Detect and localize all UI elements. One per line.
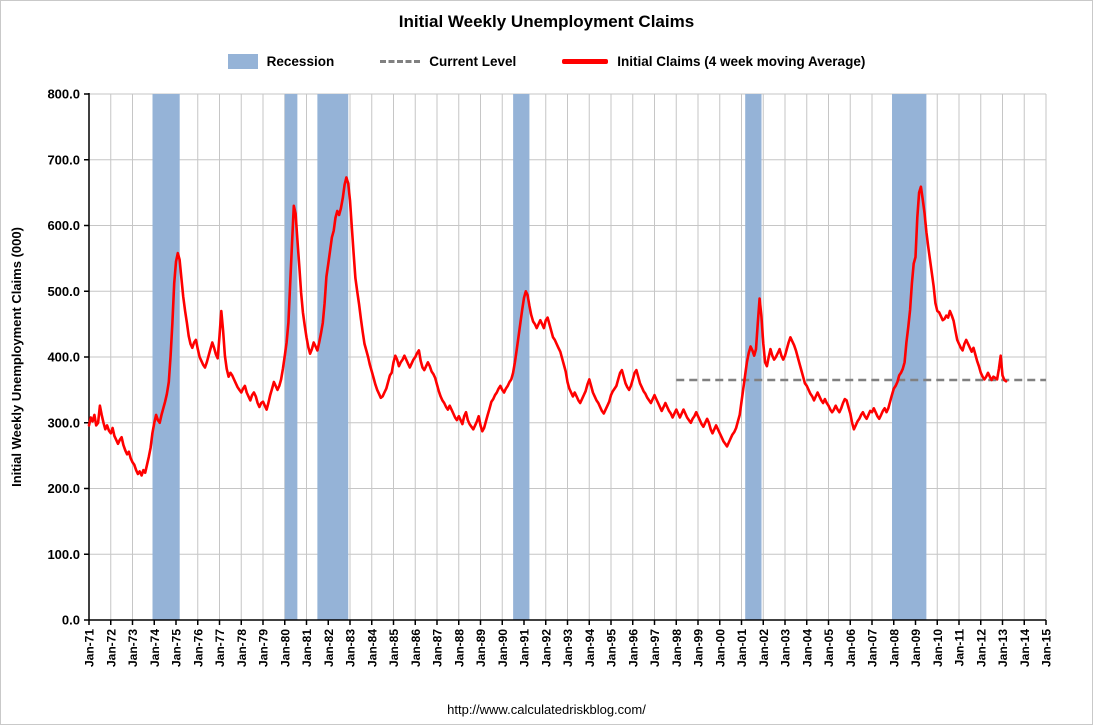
x-tick-label: Jan-15 [1040, 629, 1054, 667]
legend-item-recession: Recession [227, 54, 335, 69]
x-tick-label: Jan-95 [605, 629, 619, 667]
recession-swatch [227, 54, 258, 69]
x-tick-label: Jan-84 [365, 629, 379, 667]
x-tick-label: Jan-77 [213, 629, 227, 667]
legend-label-initial-claims: Initial Claims (4 week moving Average) [617, 54, 866, 69]
x-tick-label: Jan-85 [387, 629, 401, 667]
x-tick-label: Jan-04 [800, 629, 814, 667]
legend-label-recession: Recession [266, 54, 335, 69]
x-tick-label: Jan-73 [126, 629, 140, 667]
x-tick-label: Jan-97 [648, 629, 662, 667]
x-tick-label: Jan-09 [909, 629, 923, 667]
x-tick-label: Jan-12 [974, 629, 988, 667]
x-tick-label: Jan-01 [735, 629, 749, 667]
chart-title: Initial Weekly Unemployment Claims [398, 12, 695, 31]
legend-label-current-level: Current Level [429, 54, 517, 69]
x-tick-label: Jan-71 [83, 629, 97, 667]
legend-item-current-level: Current Level [380, 54, 516, 69]
x-tick-label: Jan-76 [191, 629, 205, 667]
x-tick-label: Jan-02 [757, 629, 771, 667]
x-tick-label: Jan-80 [278, 629, 292, 667]
x-tick-label: Jan-94 [583, 629, 597, 667]
x-tick-label: Jan-82 [322, 629, 336, 667]
x-tick-label: Jan-78 [235, 629, 249, 667]
x-tick-label: Jan-81 [300, 629, 314, 667]
y-tick-label: 400.0 [47, 350, 80, 365]
x-tick-label: Jan-75 [170, 629, 184, 667]
y-tick-label: 300.0 [47, 415, 80, 430]
initial-claims-swatch [562, 59, 609, 64]
x-tick-label: Jan-06 [844, 629, 858, 667]
current-level-swatch [380, 60, 421, 63]
x-tick-label: Jan-90 [496, 629, 510, 667]
x-tick-label: Jan-99 [692, 629, 706, 667]
x-tick-label: Jan-96 [626, 629, 640, 667]
x-tick-label: Jan-13 [996, 629, 1010, 667]
y-tick-label: 0.0 [62, 613, 80, 628]
x-tick-label: Jan-89 [474, 629, 488, 667]
x-tick-label: Jan-10 [931, 629, 945, 667]
x-tick-label: Jan-92 [539, 629, 553, 667]
x-tick-label: Jan-88 [452, 629, 466, 667]
y-tick-label: 500.0 [47, 284, 80, 299]
x-tick-label: Jan-07 [866, 629, 880, 667]
x-tick-label: Jan-93 [561, 629, 575, 667]
y-tick-label: 700.0 [47, 152, 80, 167]
x-tick-label: Jan-14 [1018, 629, 1032, 667]
x-tick-label: Jan-08 [887, 629, 901, 667]
x-tick-label: Jan-11 [953, 629, 967, 667]
y-tick-label: 800.0 [47, 87, 80, 102]
y-tick-label: 100.0 [47, 547, 80, 562]
x-tick-label: Jan-86 [409, 629, 423, 667]
x-tick-label: Jan-87 [431, 629, 445, 667]
x-tick-label: Jan-98 [670, 629, 684, 667]
x-tick-label: Jan-05 [822, 629, 836, 667]
x-tick-label: Jan-72 [104, 629, 118, 667]
x-tick-label: Jan-74 [148, 629, 162, 667]
x-tick-label: Jan-03 [779, 629, 793, 667]
legend-item-initial-claims: Initial Claims (4 week moving Average) [562, 54, 865, 69]
x-tick-label: Jan-83 [344, 629, 358, 667]
y-tick-label: 200.0 [47, 481, 80, 496]
legend: Recession Current Level Initial Claims (… [1, 54, 1092, 69]
initial-claims-line [87, 176, 1008, 477]
source-url: http://www.calculatedriskblog.com/ [447, 702, 646, 717]
x-tick-label: Jan-00 [713, 629, 727, 667]
y-tick-label: 600.0 [47, 218, 80, 233]
x-tick-label: Jan-91 [518, 629, 532, 667]
x-tick-label: Jan-79 [257, 629, 271, 667]
